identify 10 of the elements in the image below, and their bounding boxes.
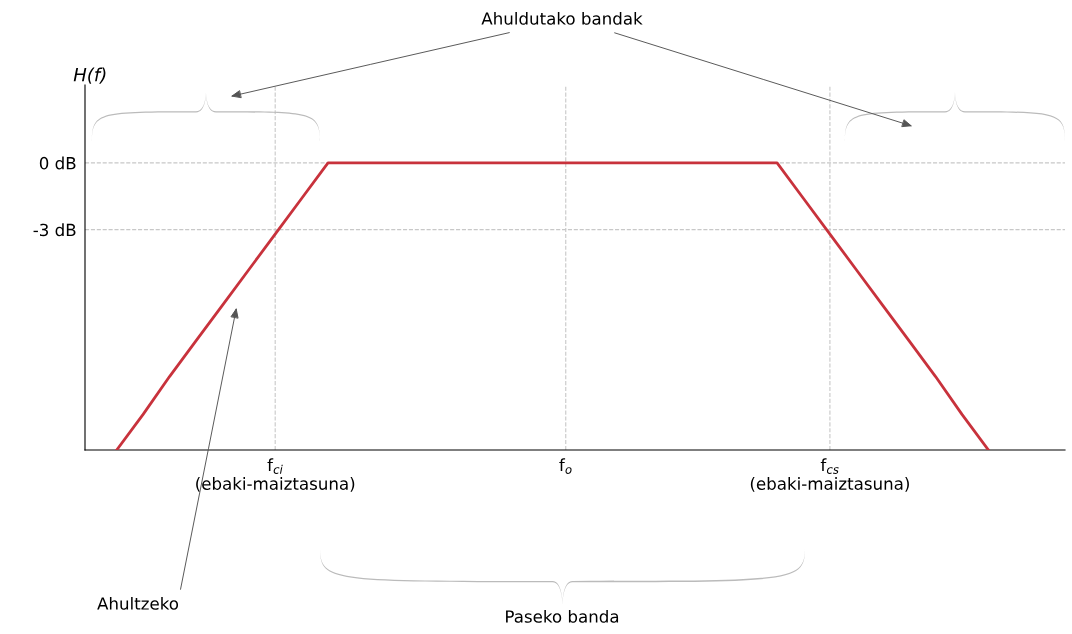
y-tick-label: 0 dB — [39, 156, 76, 170]
y-tick-label: -3 dB — [33, 223, 76, 237]
x-tick-label: f$_{ci}$ (ebaki-maiztasuna) — [196, 458, 355, 492]
text: Ahuldutako bandak — [481, 11, 643, 25]
text: Paseko banda — [506, 609, 619, 623]
line-series — [115, 161, 990, 450]
x-tick-label: f$_{o}$ — [559, 458, 572, 474]
y-axis-title: H(f) — [73, 67, 106, 84]
text: Ahultzeko — [97, 596, 179, 610]
x-tick-label: f$_{cs}$ (ebaki-maiztasuna) — [750, 458, 909, 492]
